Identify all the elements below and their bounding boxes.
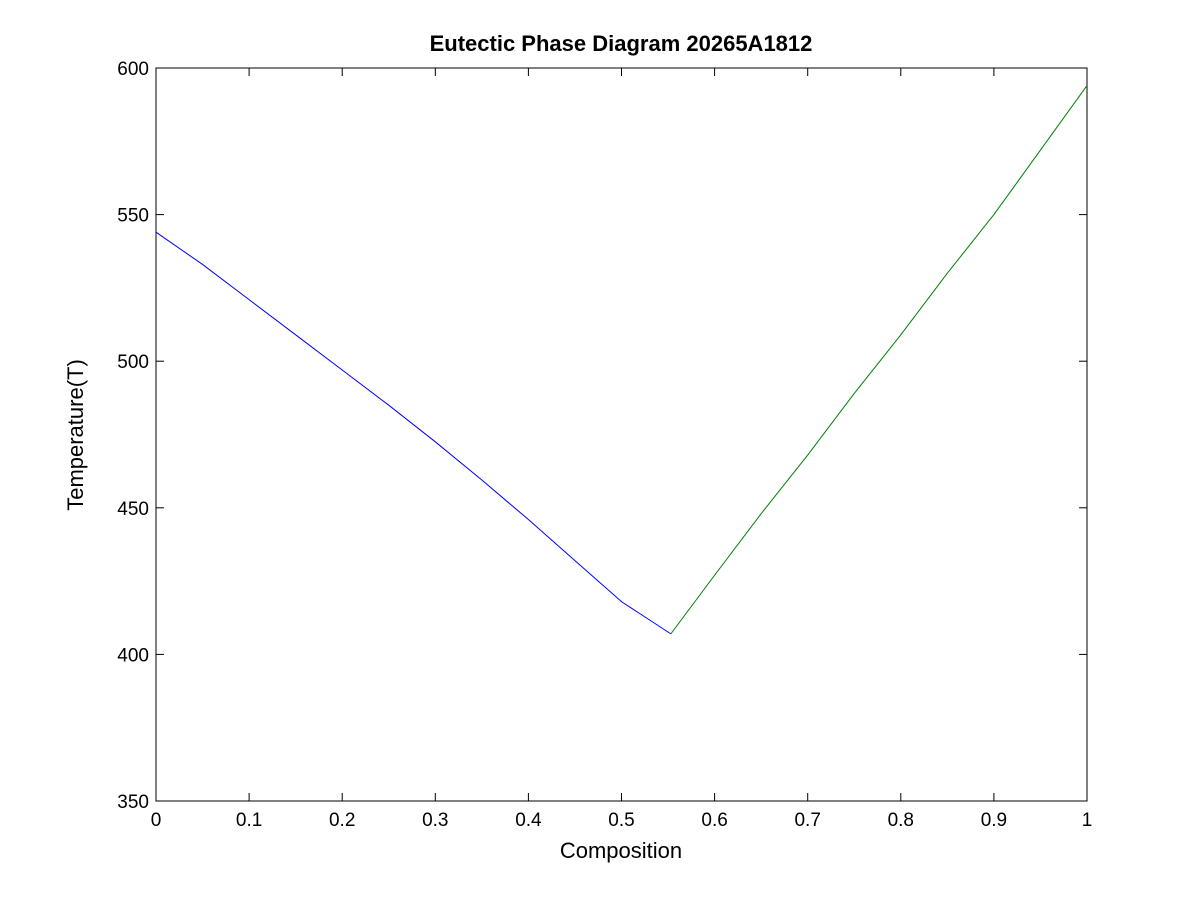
y-tick-label: 400 (117, 645, 149, 666)
series-lines (155, 85, 1088, 635)
x-tick-label: 0.1 (236, 810, 262, 831)
y-axis-label: Temperature(T) (63, 359, 88, 511)
x-tick-label: 0.2 (329, 810, 355, 831)
y-tick-label: 350 (117, 792, 149, 813)
x-axis-label: Composition (560, 838, 682, 863)
y-tick-label: 550 (117, 206, 149, 227)
y-tick-label: 600 (117, 59, 149, 80)
x-tick-label: 0.8 (888, 810, 914, 831)
chart-title: Eutectic Phase Diagram 20265A1812 (430, 31, 813, 56)
plot-frame (155, 67, 1088, 802)
x-tick-label: 0.9 (981, 810, 1007, 831)
y-tick-label: 450 (117, 499, 149, 520)
x-tick-label: 0 (151, 810, 162, 831)
plot-area (155, 67, 1088, 802)
axis-ticks (155, 67, 1088, 802)
liquidus-line-left (155, 231, 672, 635)
x-tick-label: 0.4 (515, 810, 542, 831)
x-tick-label: 1 (1082, 810, 1093, 831)
tick-labels: 0 0.1 0.2 0.3 0.4 0.5 0.6 0.7 0.8 0.9 1 350 400 450 50… (117, 59, 1092, 831)
x-tick-label: 0.7 (794, 810, 820, 831)
liquidus-line-right (670, 85, 1088, 635)
x-tick-label: 0.3 (422, 810, 448, 831)
y-tick-label: 500 (117, 352, 149, 373)
x-tick-label: 0.5 (608, 810, 634, 831)
x-tick-label: 0.6 (701, 810, 727, 831)
